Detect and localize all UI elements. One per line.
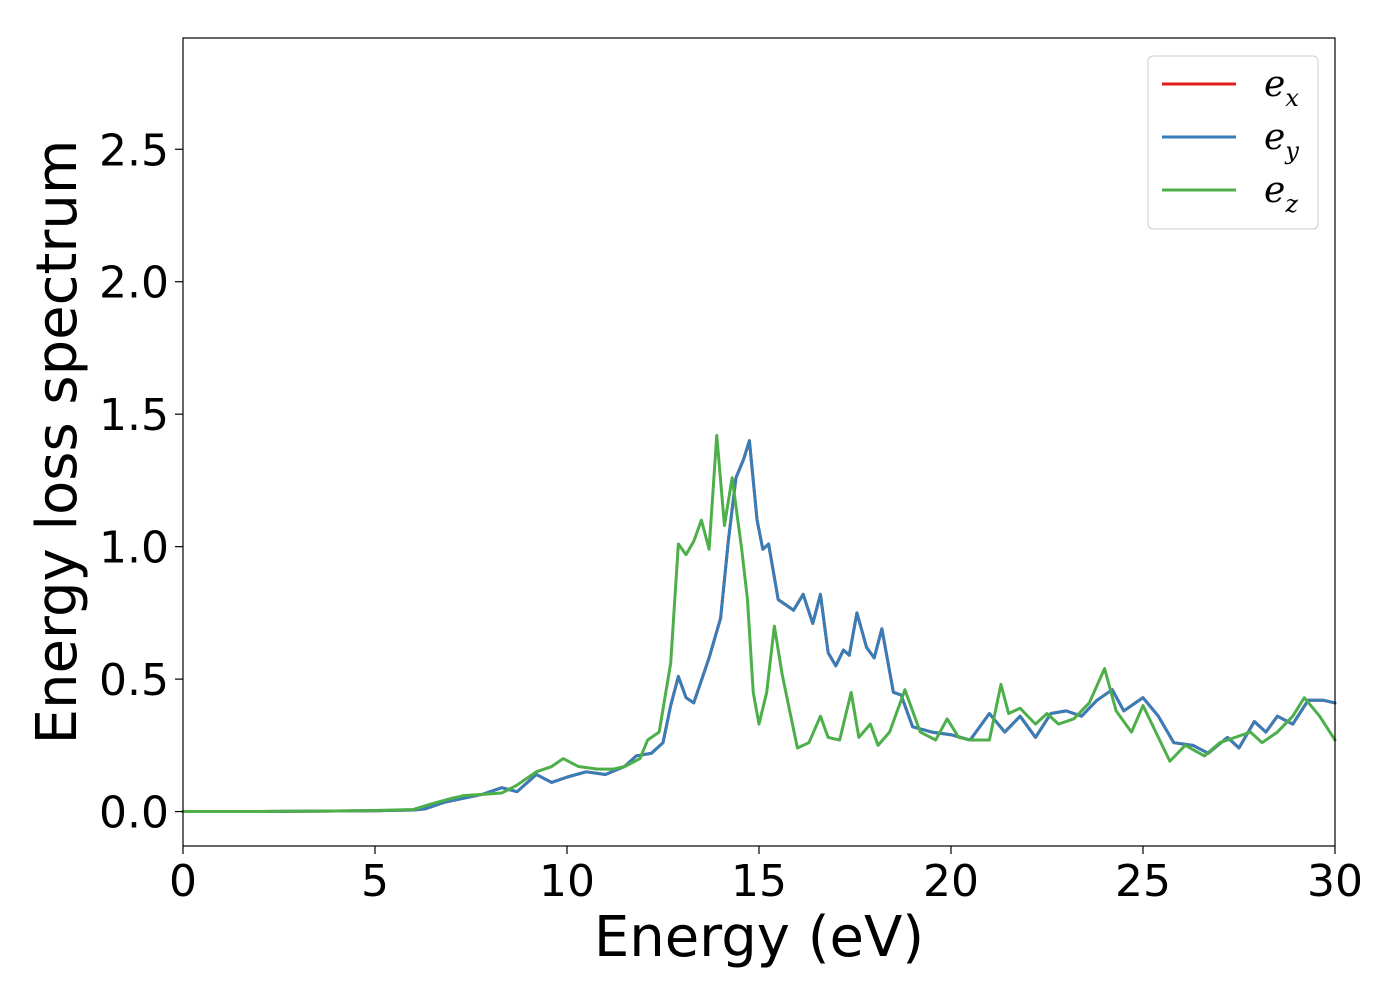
x-tick-label: 15: [731, 856, 787, 907]
x-tick-label: 5: [361, 856, 389, 907]
plot-lines: [181, 433, 1337, 814]
y-tick-label: 1.0: [99, 523, 169, 574]
legend-box: [1147, 55, 1319, 230]
legend-label-x: ex: [1264, 64, 1299, 112]
x-tick-label: 20: [923, 856, 979, 907]
legend-label-z: ez: [1264, 170, 1298, 218]
x-axis-ticks: 0 5 10 15 20 25 30: [169, 846, 1363, 907]
x-tick-label: 30: [1307, 856, 1363, 907]
y-tick-label: 0.0: [99, 788, 169, 839]
series-line-y: [181, 439, 1337, 814]
y-tick-label: 0.5: [99, 655, 169, 706]
y-tick-label: 2.0: [99, 258, 169, 309]
x-tick-label: 10: [539, 856, 595, 907]
x-tick-label: 25: [1115, 856, 1171, 907]
y-axis-title: Energy loss spectrum: [25, 140, 90, 745]
series-line-z: [181, 433, 1337, 814]
x-axis-title: Energy (eV): [594, 905, 924, 970]
y-tick-label: 2.5: [99, 125, 169, 176]
y-axis-ticks: 0.0 0.5 1.0 1.5 2.0 2.5: [99, 125, 183, 839]
y-tick-label: 1.5: [99, 390, 169, 441]
legend-label-y: ey: [1264, 117, 1299, 165]
x-tick-label: 0: [169, 856, 197, 907]
legend: ex ey ez: [1147, 55, 1319, 230]
